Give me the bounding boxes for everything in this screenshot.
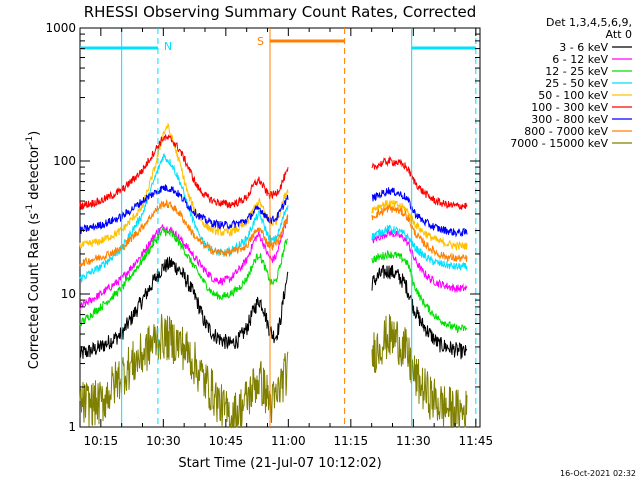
y-tick-label-2: 100 xyxy=(53,154,76,168)
y-axis-label-end: ) xyxy=(27,131,42,136)
x-tick-label-1: 10:30 xyxy=(146,434,181,448)
y-axis-label: Corrected Count Rate (s-1 detector-1) xyxy=(25,131,42,369)
y-axis-label-mid: detector xyxy=(27,144,42,204)
x-tick-label-2: 10:45 xyxy=(209,434,244,448)
y-axis-label-main: Corrected Count Rate (s xyxy=(27,213,42,370)
chart-title: RHESSI Observing Summary Count Rates, Co… xyxy=(84,3,477,21)
footer-timestamp: 16-Oct-2021 02:32 xyxy=(560,469,636,478)
x-axis-label: Start Time (21-Jul-07 10:12:02) xyxy=(178,456,381,471)
y-tick-label-1: 10 xyxy=(61,287,76,301)
legend-header-line2: Att 0 xyxy=(606,28,632,41)
x-tick-label-4: 11:15 xyxy=(334,434,369,448)
y-axis-label-sup1: -1 xyxy=(25,204,35,213)
y-axis-label-sup2: -1 xyxy=(25,136,35,145)
y-tick-label-3: 1000 xyxy=(45,21,76,35)
y-tick-label-0: 1 xyxy=(68,420,76,434)
x-tick-label-3: 11:00 xyxy=(271,434,306,448)
x-tick-label-0: 10:15 xyxy=(84,434,119,448)
saa-label: S xyxy=(257,35,264,48)
series-line-4 xyxy=(80,124,467,250)
series-layer xyxy=(80,124,467,427)
night-label: N xyxy=(164,40,172,53)
x-tick-label-5: 11:30 xyxy=(396,434,431,448)
x-tick-label-6: 11:45 xyxy=(459,434,494,448)
legend-label-8: 7000 - 15000 keV xyxy=(510,137,608,150)
